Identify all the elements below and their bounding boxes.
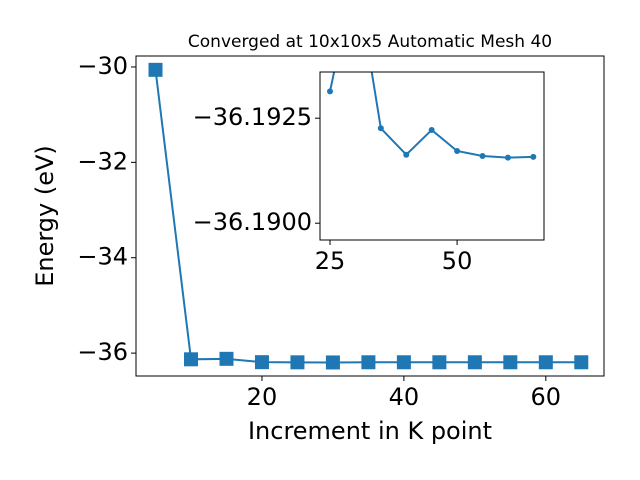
point [403, 151, 410, 158]
point [377, 125, 384, 132]
axes-frame [135, 55, 605, 377]
y-tick-label: −36.1925 [193, 103, 312, 131]
y-tick-label: −32 [77, 147, 128, 175]
series-group [148, 62, 589, 370]
point [327, 88, 334, 95]
point [396, 355, 411, 370]
point [479, 153, 486, 159]
point [428, 126, 435, 133]
x-tick-label: 25 [315, 247, 346, 275]
point [503, 355, 518, 370]
point [325, 355, 340, 370]
point [454, 147, 461, 154]
point [148, 62, 163, 77]
x-tick-label: 20 [247, 383, 278, 411]
point [530, 153, 537, 160]
series-group [327, 72, 537, 161]
plot-area [320, 72, 544, 240]
y-tick-label: −36 [77, 338, 128, 366]
chart-title: Converged at 10x10x5 Automatic Mesh 40 [188, 32, 552, 52]
axes-frame [319, 71, 545, 241]
point [538, 355, 553, 370]
point [574, 355, 589, 370]
y-tick-label: −30 [77, 52, 128, 80]
point [219, 351, 234, 366]
point [361, 355, 376, 370]
point [183, 352, 198, 367]
y-tick-label: −36.1900 [193, 208, 312, 236]
point [432, 355, 447, 370]
point [290, 355, 305, 370]
x-axis-label: Increment in K point [248, 417, 492, 445]
point [254, 355, 269, 370]
point [504, 154, 511, 161]
x-tick-label: 60 [531, 383, 562, 411]
x-tick-label: 50 [442, 247, 473, 275]
x-tick-label: 40 [389, 383, 420, 411]
y-tick-label: −34 [77, 243, 128, 271]
point [467, 355, 482, 370]
y-axis-label: Energy (eV) [31, 145, 59, 287]
